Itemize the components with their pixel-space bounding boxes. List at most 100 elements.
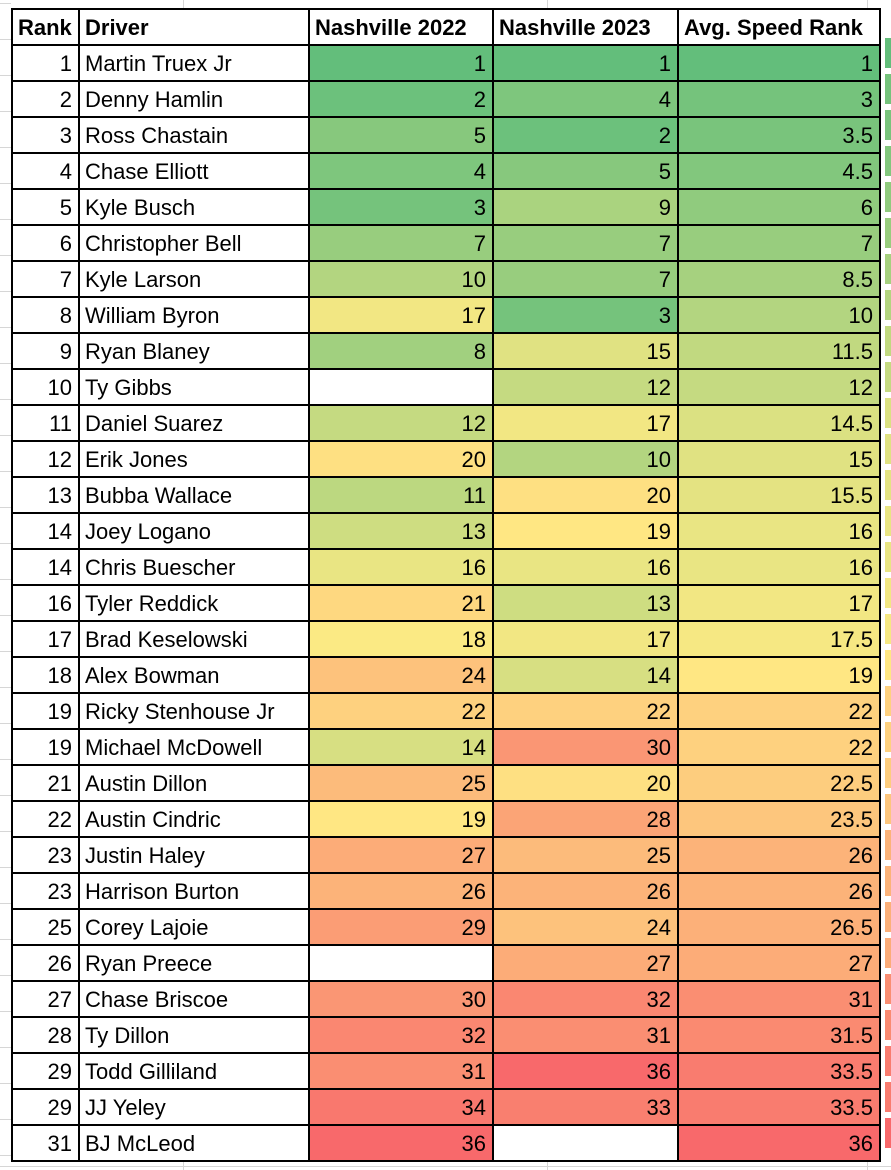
cell-driver[interactable]: Austin Dillon (78, 764, 310, 802)
cell-rank[interactable]: 17 (11, 620, 80, 658)
cell-driver[interactable]: Kyle Larson (78, 260, 310, 298)
cell-avg[interactable]: 15 (677, 440, 881, 478)
cell-rank[interactable]: 10 (11, 368, 80, 406)
cell-n2022[interactable]: 14 (308, 728, 494, 766)
cell-avg[interactable]: 16 (677, 512, 881, 550)
cell-n2022[interactable]: 11 (308, 476, 494, 514)
cell-avg[interactable]: 36 (677, 1124, 881, 1162)
cell-n2023[interactable]: 4 (492, 80, 679, 118)
cell-rank[interactable]: 29 (11, 1052, 80, 1090)
cell-driver[interactable]: BJ McLeod (78, 1124, 310, 1162)
cell-driver[interactable]: Chris Buescher (78, 548, 310, 586)
cell-driver[interactable]: Todd Gilliland (78, 1052, 310, 1090)
cell-n2022[interactable]: 21 (308, 584, 494, 622)
cell-driver[interactable]: Joey Logano (78, 512, 310, 550)
cell-n2023[interactable]: 7 (492, 260, 679, 298)
cell-driver[interactable]: Daniel Suarez (78, 404, 310, 442)
cell-n2022[interactable]: 18 (308, 620, 494, 658)
cell-driver[interactable]: Chase Elliott (78, 152, 310, 190)
cell-avg[interactable]: 11.5 (677, 332, 881, 370)
cell-driver[interactable]: William Byron (78, 296, 310, 334)
cell-rank[interactable]: 1 (11, 44, 80, 82)
cell-avg[interactable]: 31 (677, 980, 881, 1018)
cell-n2022[interactable]: 34 (308, 1088, 494, 1126)
cell-avg[interactable]: 12 (677, 368, 881, 406)
cell-rank[interactable]: 19 (11, 692, 80, 730)
cell-driver[interactable]: Ty Gibbs (78, 368, 310, 406)
cell-avg[interactable]: 26.5 (677, 908, 881, 946)
cell-avg[interactable]: 22 (677, 728, 881, 766)
cell-n2023[interactable]: 20 (492, 476, 679, 514)
cell-rank[interactable]: 22 (11, 800, 80, 838)
cell-n2022[interactable]: 7 (308, 224, 494, 262)
cell-n2022[interactable]: 30 (308, 980, 494, 1018)
cell-n2023[interactable]: 3 (492, 296, 679, 334)
cell-rank[interactable]: 3 (11, 116, 80, 154)
cell-avg[interactable]: 3.5 (677, 116, 881, 154)
cell-avg[interactable]: 22 (677, 692, 881, 730)
cell-n2023[interactable]: 7 (492, 224, 679, 262)
cell-driver[interactable]: JJ Yeley (78, 1088, 310, 1126)
column-header-n2022[interactable]: Nashville 2022 (308, 8, 494, 46)
cell-n2023[interactable]: 17 (492, 404, 679, 442)
cell-rank[interactable]: 27 (11, 980, 80, 1018)
cell-avg[interactable]: 8.5 (677, 260, 881, 298)
cell-avg[interactable]: 33.5 (677, 1088, 881, 1126)
cell-driver[interactable]: Brad Keselowski (78, 620, 310, 658)
cell-rank[interactable]: 2 (11, 80, 80, 118)
cell-rank[interactable]: 23 (11, 872, 80, 910)
cell-avg[interactable]: 6 (677, 188, 881, 226)
cell-avg[interactable]: 15.5 (677, 476, 881, 514)
cell-n2023[interactable]: 33 (492, 1088, 679, 1126)
cell-rank[interactable]: 29 (11, 1088, 80, 1126)
cell-n2022[interactable]: 20 (308, 440, 494, 478)
cell-driver[interactable]: Christopher Bell (78, 224, 310, 262)
cell-rank[interactable]: 19 (11, 728, 80, 766)
cell-avg[interactable]: 17 (677, 584, 881, 622)
cell-rank[interactable]: 9 (11, 332, 80, 370)
cell-n2023[interactable]: 31 (492, 1016, 679, 1054)
cell-n2023[interactable]: 28 (492, 800, 679, 838)
cell-driver[interactable]: Austin Cindric (78, 800, 310, 838)
cell-avg[interactable]: 7 (677, 224, 881, 262)
cell-rank[interactable]: 12 (11, 440, 80, 478)
cell-n2022[interactable]: 5 (308, 116, 494, 154)
cell-n2022[interactable]: 36 (308, 1124, 494, 1162)
cell-driver[interactable]: Corey Lajoie (78, 908, 310, 946)
cell-n2023[interactable]: 32 (492, 980, 679, 1018)
cell-n2022[interactable]: 2 (308, 80, 494, 118)
cell-rank[interactable]: 14 (11, 548, 80, 586)
column-header-avg[interactable]: Avg. Speed Rank (677, 8, 881, 46)
cell-driver[interactable]: Kyle Busch (78, 188, 310, 226)
cell-n2023[interactable]: 20 (492, 764, 679, 802)
cell-driver[interactable]: Ricky Stenhouse Jr (78, 692, 310, 730)
cell-n2023[interactable]: 30 (492, 728, 679, 766)
column-header-rank[interactable]: Rank (11, 8, 80, 46)
cell-n2022[interactable]: 31 (308, 1052, 494, 1090)
cell-driver[interactable]: Chase Briscoe (78, 980, 310, 1018)
cell-n2022[interactable]: 27 (308, 836, 494, 874)
cell-driver[interactable]: Martin Truex Jr (78, 44, 310, 82)
cell-rank[interactable]: 6 (11, 224, 80, 262)
cell-driver[interactable]: Ryan Preece (78, 944, 310, 982)
cell-n2022[interactable]: 12 (308, 404, 494, 442)
cell-rank[interactable]: 14 (11, 512, 80, 550)
cell-driver[interactable]: Harrison Burton (78, 872, 310, 910)
cell-n2023[interactable]: 10 (492, 440, 679, 478)
cell-rank[interactable]: 23 (11, 836, 80, 874)
cell-avg[interactable]: 19 (677, 656, 881, 694)
cell-driver[interactable]: Ty Dillon (78, 1016, 310, 1054)
cell-avg[interactable]: 27 (677, 944, 881, 982)
cell-n2023[interactable]: 27 (492, 944, 679, 982)
cell-rank[interactable]: 13 (11, 476, 80, 514)
cell-n2022[interactable]: 1 (308, 44, 494, 82)
cell-n2023[interactable]: 14 (492, 656, 679, 694)
cell-n2023[interactable]: 13 (492, 584, 679, 622)
cell-n2023[interactable]: 17 (492, 620, 679, 658)
cell-rank[interactable]: 8 (11, 296, 80, 334)
cell-rank[interactable]: 28 (11, 1016, 80, 1054)
cell-driver[interactable]: Bubba Wallace (78, 476, 310, 514)
cell-rank[interactable]: 18 (11, 656, 80, 694)
cell-n2023[interactable]: 36 (492, 1052, 679, 1090)
cell-n2022[interactable]: 17 (308, 296, 494, 334)
